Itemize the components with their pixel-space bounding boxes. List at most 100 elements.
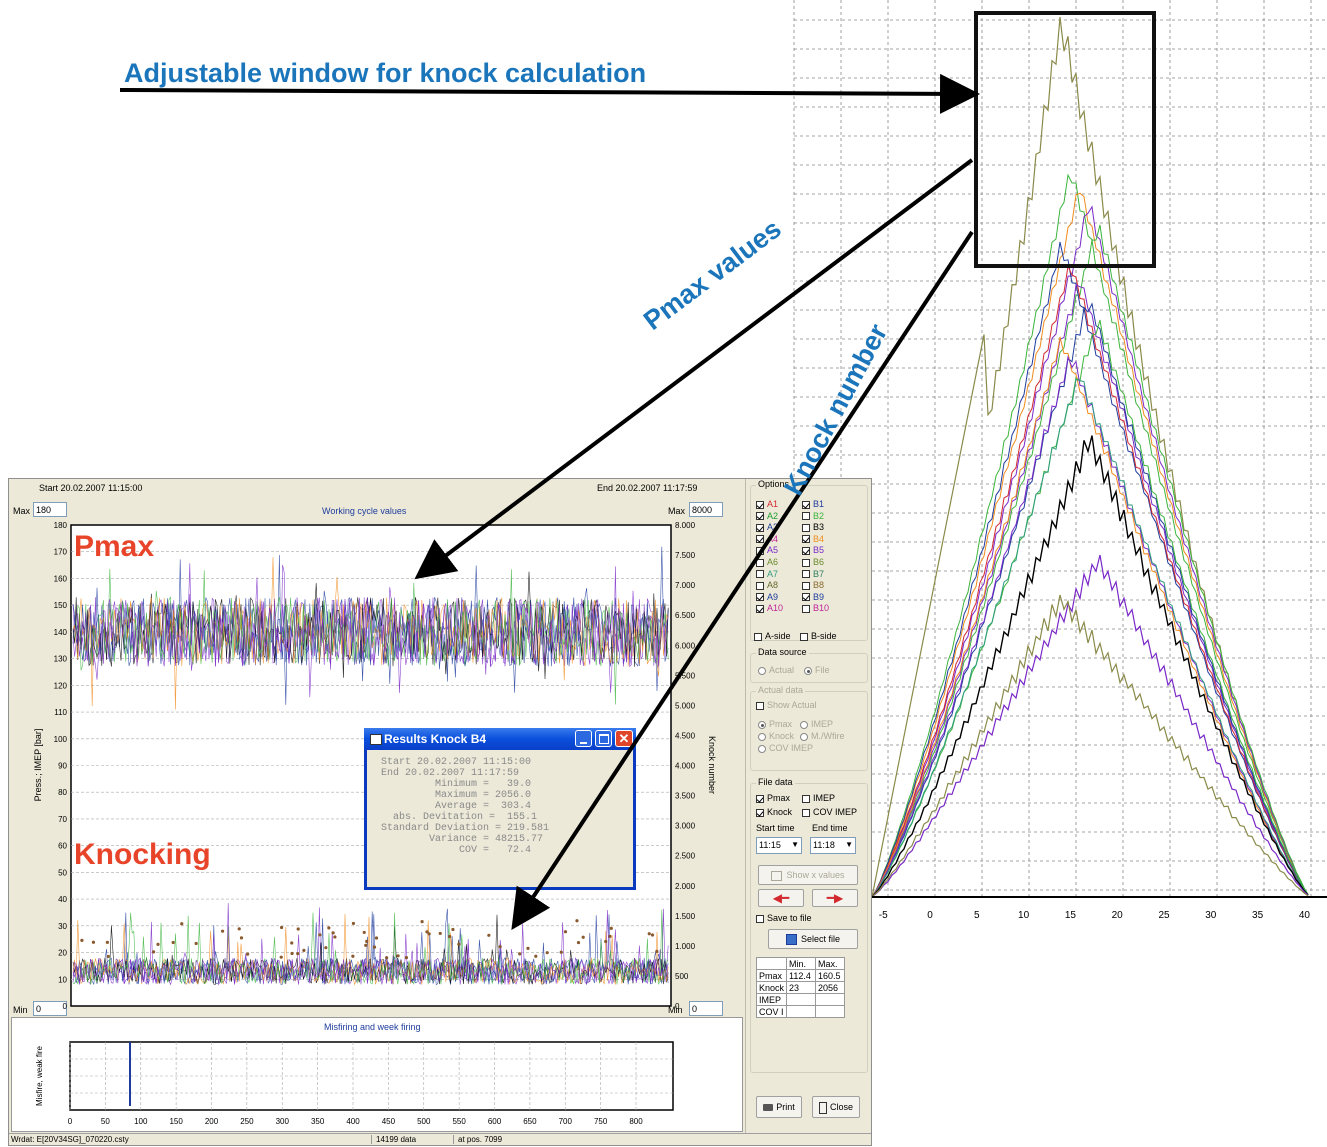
close-button[interactable]: Close bbox=[812, 1096, 860, 1118]
min-max-header-cell: Min. bbox=[786, 957, 817, 970]
channel-b5-checkbox[interactable]: B5 bbox=[802, 545, 824, 556]
channel-b6-checkbox[interactable]: B6 bbox=[802, 557, 824, 568]
channel-a1-checkbox[interactable]: A1 bbox=[756, 499, 778, 510]
channel-a1-box[interactable] bbox=[756, 500, 764, 509]
show-x-values-button[interactable]: Show x values bbox=[758, 865, 858, 885]
channel-a3-box[interactable] bbox=[756, 523, 764, 532]
channel-b9-checkbox[interactable]: B9 bbox=[802, 592, 824, 603]
end-time-chevron-down-icon[interactable]: ▼ bbox=[845, 840, 853, 849]
channel-a7-box[interactable] bbox=[756, 570, 764, 579]
start-time-chevron-down-icon[interactable]: ▼ bbox=[791, 840, 799, 849]
file-cov-box[interactable] bbox=[802, 808, 810, 817]
channel-b2-label: B2 bbox=[813, 510, 825, 521]
show-actual-checkbox[interactable]: Show Actual bbox=[756, 700, 817, 711]
channel-b2-box[interactable] bbox=[802, 512, 810, 521]
a-side-box[interactable] bbox=[754, 632, 762, 641]
actual-imep-dot[interactable] bbox=[800, 720, 808, 729]
file-imep-checkbox[interactable]: IMEP bbox=[802, 793, 835, 804]
channel-a9-box[interactable] bbox=[756, 593, 764, 602]
start-time-select[interactable]: 11:15 ▼ bbox=[756, 837, 802, 854]
channel-a4-box[interactable] bbox=[756, 535, 764, 544]
channel-a10-checkbox[interactable]: A10 bbox=[756, 603, 783, 614]
channel-b1-checkbox[interactable]: B1 bbox=[802, 499, 824, 510]
file-pmax-box[interactable] bbox=[756, 794, 764, 803]
knock-peak-marker bbox=[608, 934, 612, 938]
channel-b10-box[interactable] bbox=[802, 605, 810, 614]
max-right-input[interactable]: 8000 bbox=[689, 502, 723, 517]
actual-misfire-dot[interactable] bbox=[800, 732, 808, 741]
file-imep-box[interactable] bbox=[802, 794, 810, 803]
channel-b3-checkbox[interactable]: B3 bbox=[802, 522, 824, 533]
actual-cov-dot[interactable] bbox=[758, 744, 766, 753]
channel-b1-box[interactable] bbox=[802, 500, 810, 509]
knock-peak-marker bbox=[324, 946, 328, 950]
left-y-tick-label: 80 bbox=[58, 788, 67, 797]
channel-b4-checkbox[interactable]: B4 bbox=[802, 534, 824, 545]
b-side-checkbox[interactable]: B-side bbox=[800, 631, 837, 642]
actual-cov-radio[interactable]: COV IMEP bbox=[758, 743, 813, 754]
min-right-input[interactable]: 0 bbox=[689, 1001, 723, 1016]
knock-peak-marker bbox=[448, 934, 452, 939]
save-to-file-box[interactable] bbox=[756, 914, 764, 923]
actual-knock-radio[interactable]: Knock bbox=[758, 731, 794, 742]
a-side-checkbox[interactable]: A-side bbox=[754, 631, 791, 642]
print-button[interactable]: Print bbox=[756, 1096, 802, 1118]
actual-misfire-radio[interactable]: M./Wfire bbox=[800, 731, 845, 742]
previous-arrow-button[interactable]: ◀━ bbox=[758, 889, 804, 907]
channel-a2-box[interactable] bbox=[756, 512, 764, 521]
actual-imep-radio[interactable]: IMEP bbox=[800, 719, 833, 730]
end-time-select[interactable]: 11:18 ▼ bbox=[810, 837, 856, 854]
status-position: at pos. 7099 bbox=[453, 1135, 502, 1144]
actual-knock-dot[interactable] bbox=[758, 732, 766, 741]
dialog-result-line: Minimum = 39.0 bbox=[381, 779, 532, 790]
channel-a9-checkbox[interactable]: A9 bbox=[756, 592, 778, 603]
close-dialog-button[interactable]: ✕ bbox=[615, 730, 633, 747]
file-radio-label: File bbox=[815, 665, 830, 675]
save-to-file-checkbox[interactable]: Save to file bbox=[756, 913, 812, 924]
channel-b7-box[interactable] bbox=[802, 570, 810, 579]
channel-b3-box[interactable] bbox=[802, 523, 810, 532]
select-file-button[interactable]: Select file bbox=[768, 929, 858, 949]
channel-b2-checkbox[interactable]: B2 bbox=[802, 511, 824, 522]
channel-b10-checkbox[interactable]: B10 bbox=[802, 603, 829, 614]
min-max-cell: 160.5 bbox=[815, 969, 846, 982]
channel-b5-box[interactable] bbox=[802, 547, 810, 556]
next-arrow-button[interactable]: ━▶ bbox=[812, 889, 858, 907]
max-left-input[interactable]: 180 bbox=[33, 502, 67, 517]
channel-a3-checkbox[interactable]: A3 bbox=[756, 522, 778, 533]
file-knock-box[interactable] bbox=[756, 808, 764, 817]
channel-a2-checkbox[interactable]: A2 bbox=[756, 511, 778, 522]
channel-a8-box[interactable] bbox=[756, 581, 764, 590]
min-left-input[interactable]: 0 bbox=[33, 1001, 67, 1016]
data-source-file-radio[interactable]: File bbox=[804, 665, 830, 676]
channel-b4-box[interactable] bbox=[802, 535, 810, 544]
channel-b9-box[interactable] bbox=[802, 593, 810, 602]
b-side-box[interactable] bbox=[800, 632, 808, 641]
maximize-button[interactable] bbox=[595, 730, 612, 747]
channel-b8-checkbox[interactable]: B8 bbox=[802, 580, 824, 591]
channel-a6-checkbox[interactable]: A6 bbox=[756, 557, 778, 568]
channel-a7-checkbox[interactable]: A7 bbox=[756, 569, 778, 580]
file-radio-dot[interactable] bbox=[804, 666, 812, 675]
misfire-x-tick-label: 550 bbox=[452, 1117, 466, 1126]
channel-a10-box[interactable] bbox=[756, 605, 764, 614]
channel-a6-box[interactable] bbox=[756, 558, 764, 567]
channel-a4-checkbox[interactable]: A4 bbox=[756, 534, 778, 545]
file-cov-checkbox[interactable]: COV IMEP bbox=[802, 807, 857, 818]
knock-peak-marker bbox=[156, 942, 160, 946]
file-pmax-checkbox[interactable]: Pmax bbox=[756, 793, 790, 804]
actual-pmax-dot[interactable] bbox=[758, 720, 766, 729]
channel-b8-box[interactable] bbox=[802, 581, 810, 590]
file-knock-checkbox[interactable]: Knock bbox=[756, 807, 792, 818]
minimize-button[interactable] bbox=[575, 730, 592, 747]
channel-b7-checkbox[interactable]: B7 bbox=[802, 569, 824, 580]
actual-pmax-label: Pmax bbox=[769, 719, 793, 729]
data-source-actual-radio[interactable]: Actual bbox=[758, 665, 794, 676]
channel-a8-checkbox[interactable]: A8 bbox=[756, 580, 778, 591]
channel-b6-box[interactable] bbox=[802, 558, 810, 567]
show-actual-box[interactable] bbox=[756, 701, 764, 710]
actual-pmax-radio[interactable]: Pmax bbox=[758, 719, 792, 730]
left-y-tick-label: 90 bbox=[58, 762, 67, 771]
left-y-tick-label: 20 bbox=[58, 949, 67, 958]
actual-radio-dot[interactable] bbox=[758, 666, 766, 675]
